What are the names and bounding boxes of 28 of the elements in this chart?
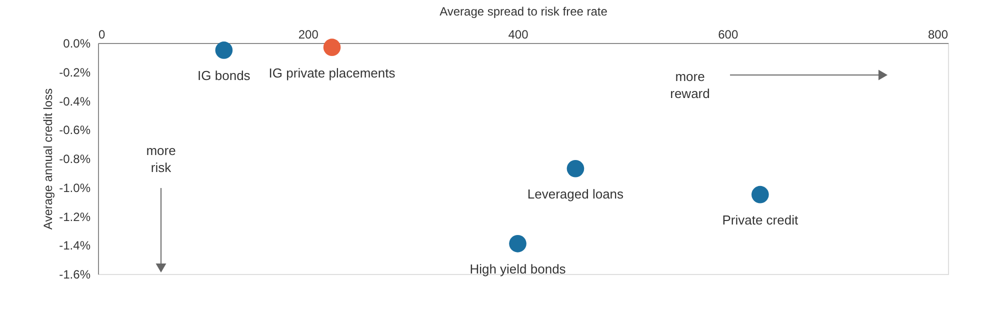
point bbox=[752, 186, 769, 204]
x-tick-label: 200 bbox=[298, 28, 319, 42]
x-tick-label: 400 bbox=[508, 28, 529, 42]
x-tick-label: 800 bbox=[928, 28, 948, 42]
y-tick-label: -0.6% bbox=[59, 123, 91, 138]
y-tick-label: -1.4% bbox=[59, 238, 91, 253]
point bbox=[215, 42, 233, 59]
series-label: High yield bonds bbox=[470, 262, 566, 277]
series-label: Leveraged loans bbox=[527, 186, 624, 202]
point bbox=[323, 38, 341, 56]
x-axis-title: Average spread to risk free rate bbox=[440, 4, 608, 18]
annotation: more risk bbox=[146, 143, 176, 175]
annotation: more reward bbox=[670, 69, 710, 101]
y-axis-title: Average annual credit loss bbox=[41, 88, 56, 230]
series-label: IG bonds bbox=[198, 68, 251, 84]
y-tick-label: -0.8% bbox=[59, 152, 91, 166]
y-tick-label: -0.4% bbox=[59, 94, 91, 108]
y-tick-label: 0.0% bbox=[63, 36, 91, 50]
y-tick-label: -1.0% bbox=[59, 180, 91, 195]
point bbox=[509, 235, 526, 252]
y-tick-label: -1.6% bbox=[59, 268, 91, 282]
y-tick-label: -1.2% bbox=[59, 210, 91, 224]
y-tick-label: -0.2% bbox=[59, 65, 91, 80]
point bbox=[566, 160, 584, 178]
x-tick-label: 600 bbox=[718, 28, 738, 42]
x-tick-label: 0 bbox=[98, 28, 106, 42]
series-label: IG private placements bbox=[268, 65, 396, 80]
series-label: Private credit bbox=[722, 212, 798, 228]
